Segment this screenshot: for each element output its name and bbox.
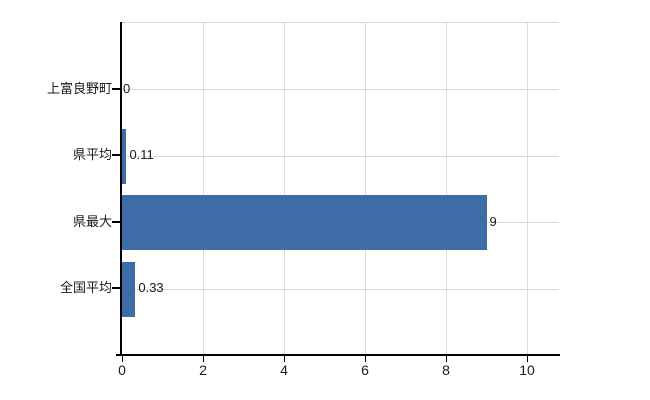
x-axis-tick [446,356,447,362]
bar [122,195,487,251]
value-label: 0.33 [138,280,164,296]
gridline-vertical [202,23,204,356]
gridline-vertical [364,23,366,356]
bar [122,128,127,184]
x-axis-tick [284,356,285,362]
value-label: 0.11 [129,147,154,163]
x-axis-tick [527,356,528,362]
gridline-horizontal [122,288,559,290]
y-axis-tick [112,220,120,223]
gridline-horizontal [122,89,559,91]
x-tick-label: 6 [361,362,369,378]
x-tick-label: 2 [199,362,207,378]
x-tick-label: 8 [442,362,450,378]
category-label: 県平均 [72,147,112,163]
x-tick-label: 10 [519,362,535,378]
gridline-vertical [526,23,528,356]
plot-area [122,22,559,356]
x-tick-label: 4 [280,362,288,378]
category-label: 上富良野町 [46,80,112,96]
category-label: 全国平均 [59,280,112,296]
x-axis-line [116,354,560,356]
x-axis-tick [122,356,123,362]
x-axis-tick [203,356,204,362]
value-label: 0 [123,80,131,96]
y-axis-tick [112,287,120,290]
gridline-vertical [283,23,285,356]
bar [122,261,136,317]
y-axis-tick [112,87,120,90]
value-label: 9 [489,213,497,229]
gridline-horizontal [122,155,559,157]
y-axis-line [120,22,122,355]
x-tick-label: 0 [118,362,126,378]
y-axis-tick [112,154,120,157]
category-label: 県最大 [72,213,112,229]
x-axis-tick [365,356,366,362]
gridline-vertical [445,23,447,356]
